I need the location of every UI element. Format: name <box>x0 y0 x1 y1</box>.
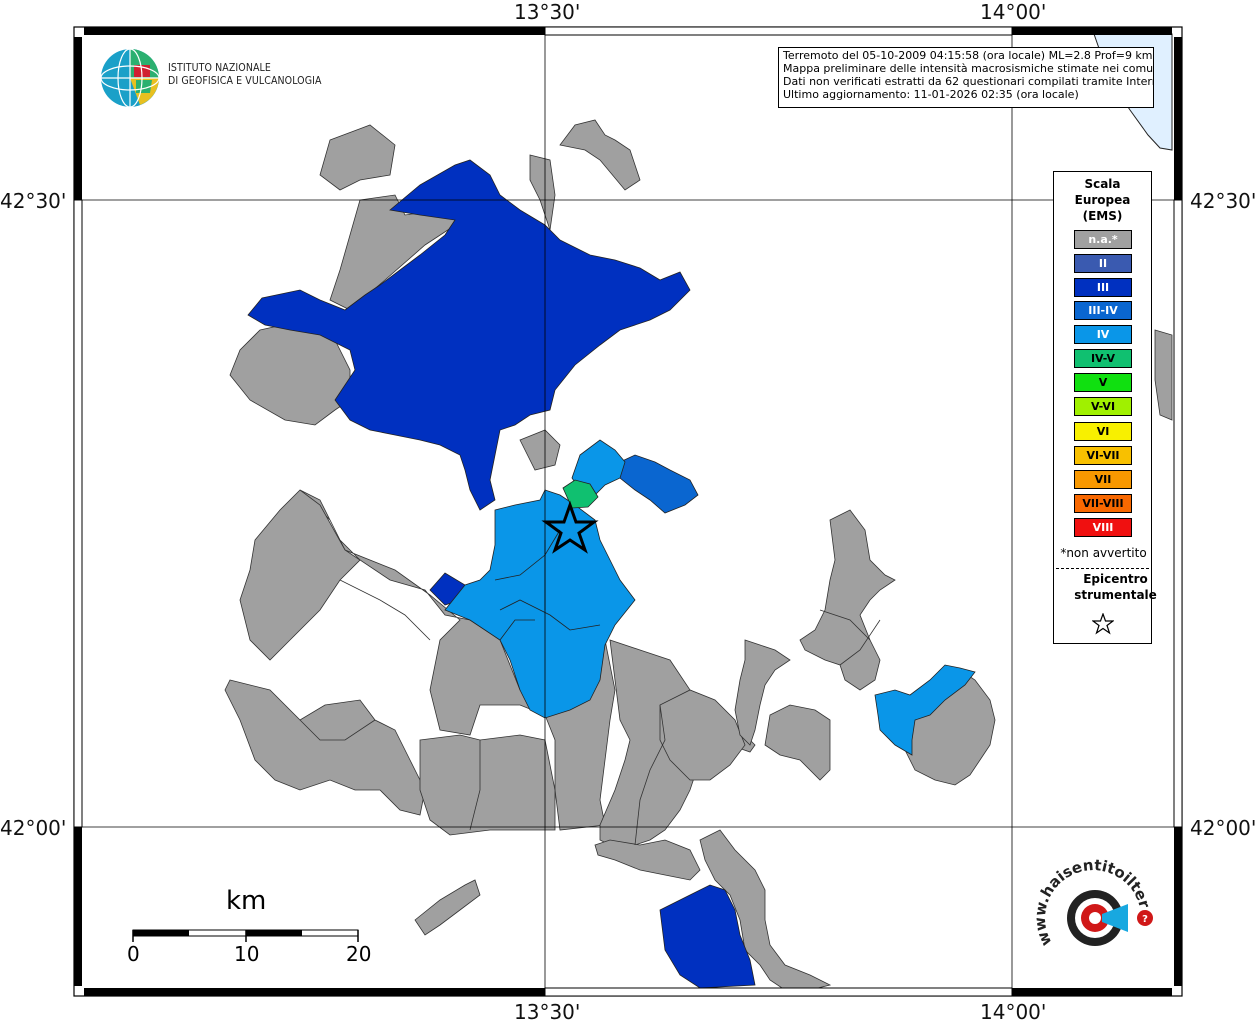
municipality-na <box>799 509 896 691</box>
municipality-IV <box>874 664 976 756</box>
municipality-III-IV <box>619 454 699 514</box>
legend-star-icon <box>1092 613 1114 635</box>
legend-item-VI-VII: VI-VII <box>1074 446 1132 465</box>
municipality-III <box>247 159 691 511</box>
lat-label-right-2: 42°00' <box>1190 816 1255 840</box>
legend-epicenter-label: Epicentro strumentale <box>1054 571 1177 603</box>
lon-label-bottom-1: 13°30' <box>514 1000 581 1024</box>
legend-title-text: Scala Europea (EMS) <box>1074 177 1131 223</box>
municipality-na <box>224 679 426 816</box>
legend-item-III-IV: III-IV <box>1074 301 1132 320</box>
lon-label-top-1: 13°30' <box>514 0 581 24</box>
lat-label-left-2: 42°00' <box>0 816 67 840</box>
event-info-box: Terremoto del 05-10-2009 04:15:58 (ora l… <box>778 47 1154 108</box>
lat-label-right-1: 42°30' <box>1190 189 1255 213</box>
institute-name-line2: DI GEOFISICA E VULCANOLOGIA <box>168 75 322 87</box>
event-info-line1: Terremoto del 05-10-2009 04:15:58 (ora l… <box>783 49 1153 62</box>
municipality-na <box>559 119 641 191</box>
graticule <box>82 35 1174 988</box>
institute-name-line1: ISTITUTO NAZIONALE <box>168 62 271 74</box>
event-info-line2: Mappa preliminare delle intensità macros… <box>783 62 1154 75</box>
scale-bar-graphic <box>132 929 359 942</box>
ingv-globe-icon <box>100 48 160 108</box>
legend-item-VII: VII <box>1074 470 1132 489</box>
scale-bar: km 0 10 20 <box>120 886 380 966</box>
haisentito-logo: www.haisentitoilterremoto.it ? <box>1022 834 1160 978</box>
lon-label-bottom-2: 14°00' <box>980 1000 1047 1024</box>
municipality-na <box>414 879 481 936</box>
legend-note: *non avvertito <box>1060 546 1147 560</box>
event-info-line3: Dati non verificati estratti da 62 quest… <box>783 75 1154 88</box>
haisentito-logo-icon: www.haisentitoilterremoto.it ? <box>1022 834 1154 949</box>
svg-text:?: ? <box>1142 914 1148 925</box>
legend-item-IV: IV <box>1074 325 1132 344</box>
ingv-logo: ISTITUTO NAZIONALE DI GEOFISICA E VULCAN… <box>100 47 330 109</box>
municipality-na <box>764 704 831 781</box>
legend-item-V-VI: V-VI <box>1074 397 1132 416</box>
legend-title: Scala Europea (EMS) <box>1054 176 1151 224</box>
legend-item-VII-VIII: VII-VIII <box>1074 494 1132 513</box>
legend-item-IV-V: IV-V <box>1074 349 1132 368</box>
municipality-na <box>419 734 556 836</box>
scale-unit: km <box>226 886 267 916</box>
intensity-legend: Scala Europea (EMS) n.a.* II III III-IV … <box>1053 171 1157 644</box>
legend-epicenter-text: Epicentro strumentale <box>1074 572 1157 602</box>
municipality-na <box>299 489 616 831</box>
municipality-IV <box>444 489 636 719</box>
municipality-na <box>319 124 396 191</box>
event-info-line4: Ultimo aggiornamento: 11-01-2026 02:35 (… <box>783 88 1079 101</box>
legend-item-VI: VI <box>1074 422 1132 441</box>
municipality-na <box>239 489 361 661</box>
scale-tick-20: 20 <box>346 942 372 966</box>
legend-item-II: II <box>1074 254 1132 273</box>
lat-label-left-1: 42°30' <box>0 189 67 213</box>
legend-item-VIII: VIII <box>1074 518 1132 537</box>
scale-tick-10: 10 <box>234 942 260 966</box>
legend-item-na: n.a.* <box>1074 230 1132 249</box>
lon-label-top-2: 14°00' <box>980 0 1047 24</box>
municipality-na <box>659 689 746 781</box>
legend-separator <box>1056 568 1149 569</box>
municipality-III <box>659 884 756 989</box>
municipality-na <box>1154 329 1173 421</box>
epicenter-star <box>541 500 599 554</box>
legend-item-V: V <box>1074 373 1132 392</box>
municipality-na <box>519 429 561 471</box>
municipality-na <box>734 639 791 746</box>
legend-item-III: III <box>1074 278 1132 297</box>
scale-tick-0: 0 <box>127 942 140 966</box>
